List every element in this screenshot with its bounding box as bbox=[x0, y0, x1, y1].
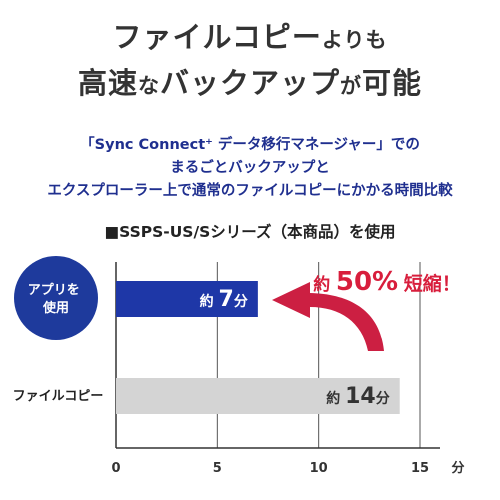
category-label-app-line-2: 使用 bbox=[42, 300, 69, 316]
x-tick-label: 5 bbox=[213, 461, 222, 476]
bar-app bbox=[116, 281, 258, 317]
data-label-prefix: 約 bbox=[326, 390, 345, 407]
headline-kanou: 可能 bbox=[362, 66, 423, 100]
headline-backup: バックアップ bbox=[159, 66, 340, 100]
reduction-callout: 約 50% 短縮！ bbox=[313, 267, 460, 297]
x-tick-label: 15 bbox=[411, 461, 429, 476]
x-tick-label: 0 bbox=[111, 461, 120, 476]
bar-file-copy bbox=[116, 378, 400, 414]
headline-yorimo: よりも bbox=[321, 28, 388, 52]
headline-line-2: 高速なバックアップが可能 bbox=[0, 60, 500, 102]
description-line-2: まるごとバックアップと bbox=[170, 160, 330, 176]
data-label-prefix: 約 bbox=[200, 293, 219, 310]
bars: 約 7分約 14分 bbox=[116, 281, 400, 414]
data-label-file-copy: 約 14分 bbox=[326, 384, 390, 409]
description-line-3: エクスプローラー上で通常のファイルコピーにかかる時間比較 bbox=[47, 183, 453, 199]
headline-line-1: ファイルコピーよりも bbox=[0, 14, 500, 56]
description-line-1: 「Sync Connect⁺ データ移行マネージャー」での bbox=[80, 137, 420, 153]
curved-arrow-icon bbox=[272, 282, 384, 351]
condition-label: ■SSPS-US/Sシリーズ（本商品）を使用 bbox=[104, 223, 396, 241]
category-label-app: アプリを 使用 bbox=[28, 283, 85, 316]
data-label-value: 14 bbox=[345, 384, 376, 409]
callout-prefix: 約 bbox=[313, 274, 330, 295]
x-tick-labels: 0 5 10 15 bbox=[111, 461, 429, 476]
data-label-unit: 分 bbox=[234, 294, 248, 310]
data-label-app: 約 7分 bbox=[200, 287, 248, 312]
x-axis-unit: 分 bbox=[451, 460, 464, 476]
callout-value: 50% bbox=[336, 267, 398, 297]
headline-ga: が bbox=[340, 74, 362, 98]
headline-na: な bbox=[137, 74, 160, 98]
callout-suffix: 短縮！ bbox=[404, 272, 461, 295]
headline-kousoku: 高速 bbox=[77, 66, 138, 100]
data-label-value: 7 bbox=[219, 287, 234, 312]
data-label-unit: 分 bbox=[376, 391, 390, 407]
category-label-file-copy: ファイルコピー bbox=[13, 389, 104, 404]
app-category-circle bbox=[14, 256, 98, 340]
headline-file-copy: ファイルコピー bbox=[112, 20, 322, 54]
x-tick-label: 10 bbox=[310, 461, 328, 476]
category-label-app-line-1: アプリを bbox=[28, 283, 80, 298]
